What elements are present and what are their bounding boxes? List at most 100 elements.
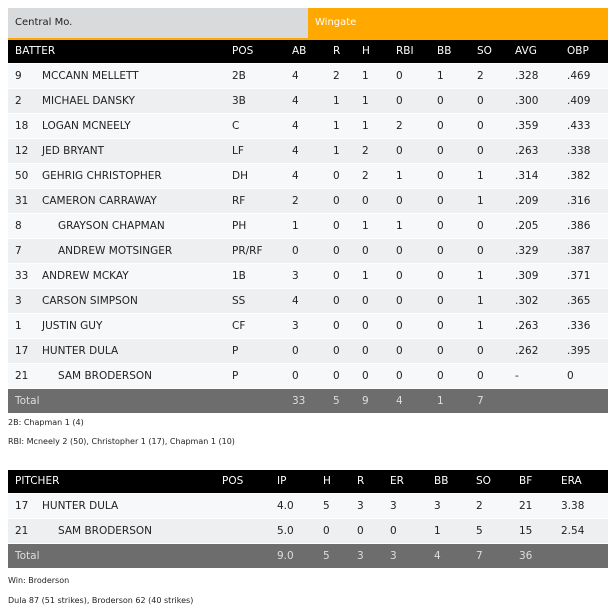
stat-cell: .314 (515, 170, 539, 182)
column-header: BF (519, 475, 533, 487)
table-row: 31 CAMERON CARRAWAY RF 2 0 0 0 0 1 .209 .316 (8, 189, 608, 214)
stat-cell: 0 (396, 70, 403, 82)
stat-cell: 0 (437, 245, 444, 257)
jersey-number: 9 (15, 70, 22, 82)
stat-cell: 4 (292, 170, 299, 182)
stat-cell: 2 (333, 70, 340, 82)
stat-cell: 5 (323, 500, 330, 512)
table-row: 50 GEHRIG CHRISTOPHER DH 4 0 2 1 0 1 .314 .382 (8, 164, 608, 189)
stat-cell: 0 (477, 145, 484, 157)
stat-cell: 1 (362, 270, 369, 282)
jersey-number: 17 (15, 500, 29, 512)
stat-cell: C (232, 120, 240, 132)
player-name: CAMERON CARRAWAY (42, 195, 157, 207)
stat-cell: 0 (477, 220, 484, 232)
player-name: HUNTER DULA (42, 500, 119, 512)
stat-cell: PH (232, 220, 247, 232)
stat-cell: 0 (477, 95, 484, 107)
stat-cell: 1 (434, 525, 441, 537)
jersey-number: 3 (15, 295, 22, 307)
stat-cell: 0 (437, 295, 444, 307)
stat-cell: 15 (519, 525, 533, 537)
stat-cell: 0 (396, 295, 403, 307)
stat-cell: 3 (434, 500, 441, 512)
batting-note-rbi: RBI: Mcneely 2 (50), Christopher 1 (17),… (8, 437, 235, 446)
batting-header-row: BATTER POS AB R H RBI BB SO AVG OBP (8, 40, 608, 64)
stat-cell: 0 (323, 525, 330, 537)
stat-cell: 1 (477, 295, 484, 307)
table-row: 7 ANDREW MOTSINGER PR/RF 0 0 0 0 0 0 .329 .387 (8, 239, 608, 264)
column-header: BB (437, 45, 452, 57)
stat-cell: .328 (515, 70, 539, 82)
column-header: POS (222, 475, 244, 487)
column-header: ERA (561, 475, 582, 487)
stat-cell: 2 (292, 195, 299, 207)
stat-cell: SS (232, 295, 246, 307)
jersey-number: 7 (15, 245, 22, 257)
stat-cell: 0 (292, 370, 299, 382)
stat-cell: .316 (567, 195, 591, 207)
stat-cell: CF (232, 320, 246, 332)
jersey-number: 8 (15, 220, 22, 232)
stat-cell: 1 (477, 270, 484, 282)
stat-cell: RF (232, 195, 246, 207)
stat-cell: 4 (292, 95, 299, 107)
stat-cell: 0 (390, 525, 397, 537)
tab-wingate[interactable]: Wingate (308, 8, 608, 38)
stat-cell: .386 (567, 220, 591, 232)
stat-cell: .302 (515, 295, 539, 307)
table-row: 17 HUNTER DULA 4.0 5 3 3 3 2 21 3.38 (8, 494, 608, 519)
stat-cell: .469 (567, 70, 591, 82)
total-value: 5 (323, 550, 330, 562)
stat-cell: 0 (437, 195, 444, 207)
stat-cell: 0 (357, 525, 364, 537)
column-header: H (362, 45, 370, 57)
stat-cell: .300 (515, 95, 539, 107)
stat-cell: .205 (515, 220, 539, 232)
tab-central-mo[interactable]: Central Mo. (8, 8, 308, 38)
jersey-number: 12 (15, 145, 29, 157)
stat-cell: 0 (396, 270, 403, 282)
jersey-number: 21 (15, 525, 29, 537)
stat-cell: 0 (437, 145, 444, 157)
stat-cell: - (515, 370, 519, 382)
table-row: 9 MCCANN MELLETT 2B 4 2 1 0 1 2 .328 .469 (8, 64, 608, 89)
stat-cell: 0 (333, 170, 340, 182)
player-name: GRAYSON CHAPMAN (58, 220, 165, 232)
total-label: Total (15, 395, 40, 407)
stat-cell: 0 (396, 320, 403, 332)
stat-cell: 3 (357, 500, 364, 512)
stat-cell: PR/RF (232, 245, 263, 257)
total-value: 1 (437, 395, 444, 407)
stat-cell: 2 (362, 170, 369, 182)
stat-cell: 0 (333, 270, 340, 282)
column-header: R (357, 475, 365, 487)
stat-cell: 1 (396, 220, 403, 232)
column-header: H (323, 475, 331, 487)
stat-cell: 0 (477, 345, 484, 357)
stat-cell: 1 (333, 145, 340, 157)
stat-cell: P (232, 345, 239, 357)
stat-cell: 1 (437, 70, 444, 82)
stat-cell: 0 (292, 245, 299, 257)
stat-cell: 4 (292, 145, 299, 157)
stat-cell: 0 (437, 320, 444, 332)
stat-cell: 2 (477, 70, 484, 82)
stat-cell: 0 (437, 220, 444, 232)
column-header: ER (390, 475, 404, 487)
stat-cell: 0 (396, 195, 403, 207)
table-row: 21 SAM BRODERSON 5.0 0 0 0 1 5 15 2.54 (8, 519, 608, 544)
column-header: AVG (515, 45, 537, 57)
stat-cell: 0 (396, 145, 403, 157)
stat-cell: .262 (515, 345, 539, 357)
pitching-note-pitches: Dula 87 (51 strikes), Broderson 62 (40 s… (8, 596, 194, 605)
player-name: MCCANN MELLETT (42, 70, 139, 82)
total-value: 9 (362, 395, 369, 407)
stat-cell: 0 (292, 345, 299, 357)
stat-cell: 0 (333, 345, 340, 357)
stat-cell: 3 (292, 320, 299, 332)
stat-cell: .395 (567, 345, 591, 357)
stat-cell: 1 (333, 95, 340, 107)
pitching-header-row: PITCHER POS IP H R ER BB SO BF ERA (8, 470, 608, 494)
stat-cell: 2 (396, 120, 403, 132)
